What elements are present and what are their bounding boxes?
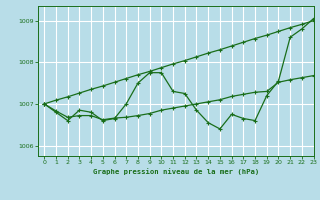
- X-axis label: Graphe pression niveau de la mer (hPa): Graphe pression niveau de la mer (hPa): [93, 168, 259, 175]
